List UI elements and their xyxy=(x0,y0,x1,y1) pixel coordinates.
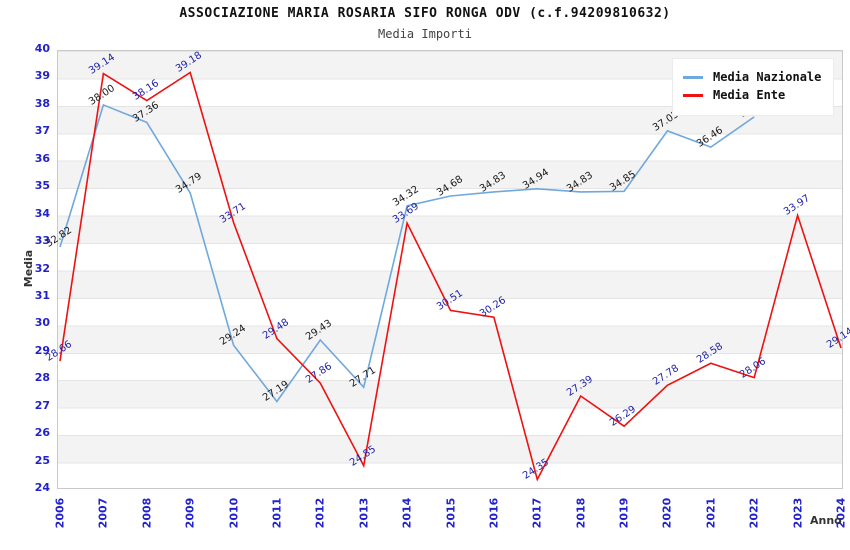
y-tick-label: 31 xyxy=(34,288,50,302)
y-tick-label: 29 xyxy=(34,343,50,357)
y-tick-label: 36 xyxy=(34,151,50,165)
legend-item-media-nazionale: Media Nazionale xyxy=(683,70,821,84)
y-tick-label: 32 xyxy=(34,261,50,275)
media-nazionale-line xyxy=(59,103,755,403)
y-tick-label: 30 xyxy=(34,316,50,330)
chart-subtitle: Media Importi xyxy=(378,27,472,41)
media-nazionale-swatch-icon xyxy=(683,75,703,79)
y-tick-label: 25 xyxy=(34,453,50,467)
y-tick-label: 33 xyxy=(34,234,50,248)
y-tick-label: 35 xyxy=(34,179,50,193)
y-tick-label: 24 xyxy=(34,481,50,494)
y-tick-label: 38 xyxy=(34,96,50,110)
y-tick-label: 40 xyxy=(34,42,50,55)
legend-label: Media Ente xyxy=(713,88,786,102)
media-ente-line xyxy=(59,71,842,482)
plot-area xyxy=(57,50,843,489)
y-tick-label: 37 xyxy=(34,124,50,138)
legend-label: Media Nazionale xyxy=(713,70,822,84)
y-tick-label: 34 xyxy=(34,206,50,220)
y-tick-label: 39 xyxy=(34,69,50,83)
y-tick-label: 28 xyxy=(34,371,50,385)
x-axis-title: Anno xyxy=(810,514,842,527)
chart-title: ASSOCIAZIONE MARIA ROSARIA SIFO RONGA OD… xyxy=(179,6,671,21)
y-tick-label: 27 xyxy=(34,398,50,412)
legend: Media Nazionale Media Ente xyxy=(672,58,835,116)
media-ente-swatch-icon xyxy=(683,93,703,97)
y-tick-label: 26 xyxy=(34,426,50,440)
legend-item-media-ente: Media Ente xyxy=(683,88,821,102)
